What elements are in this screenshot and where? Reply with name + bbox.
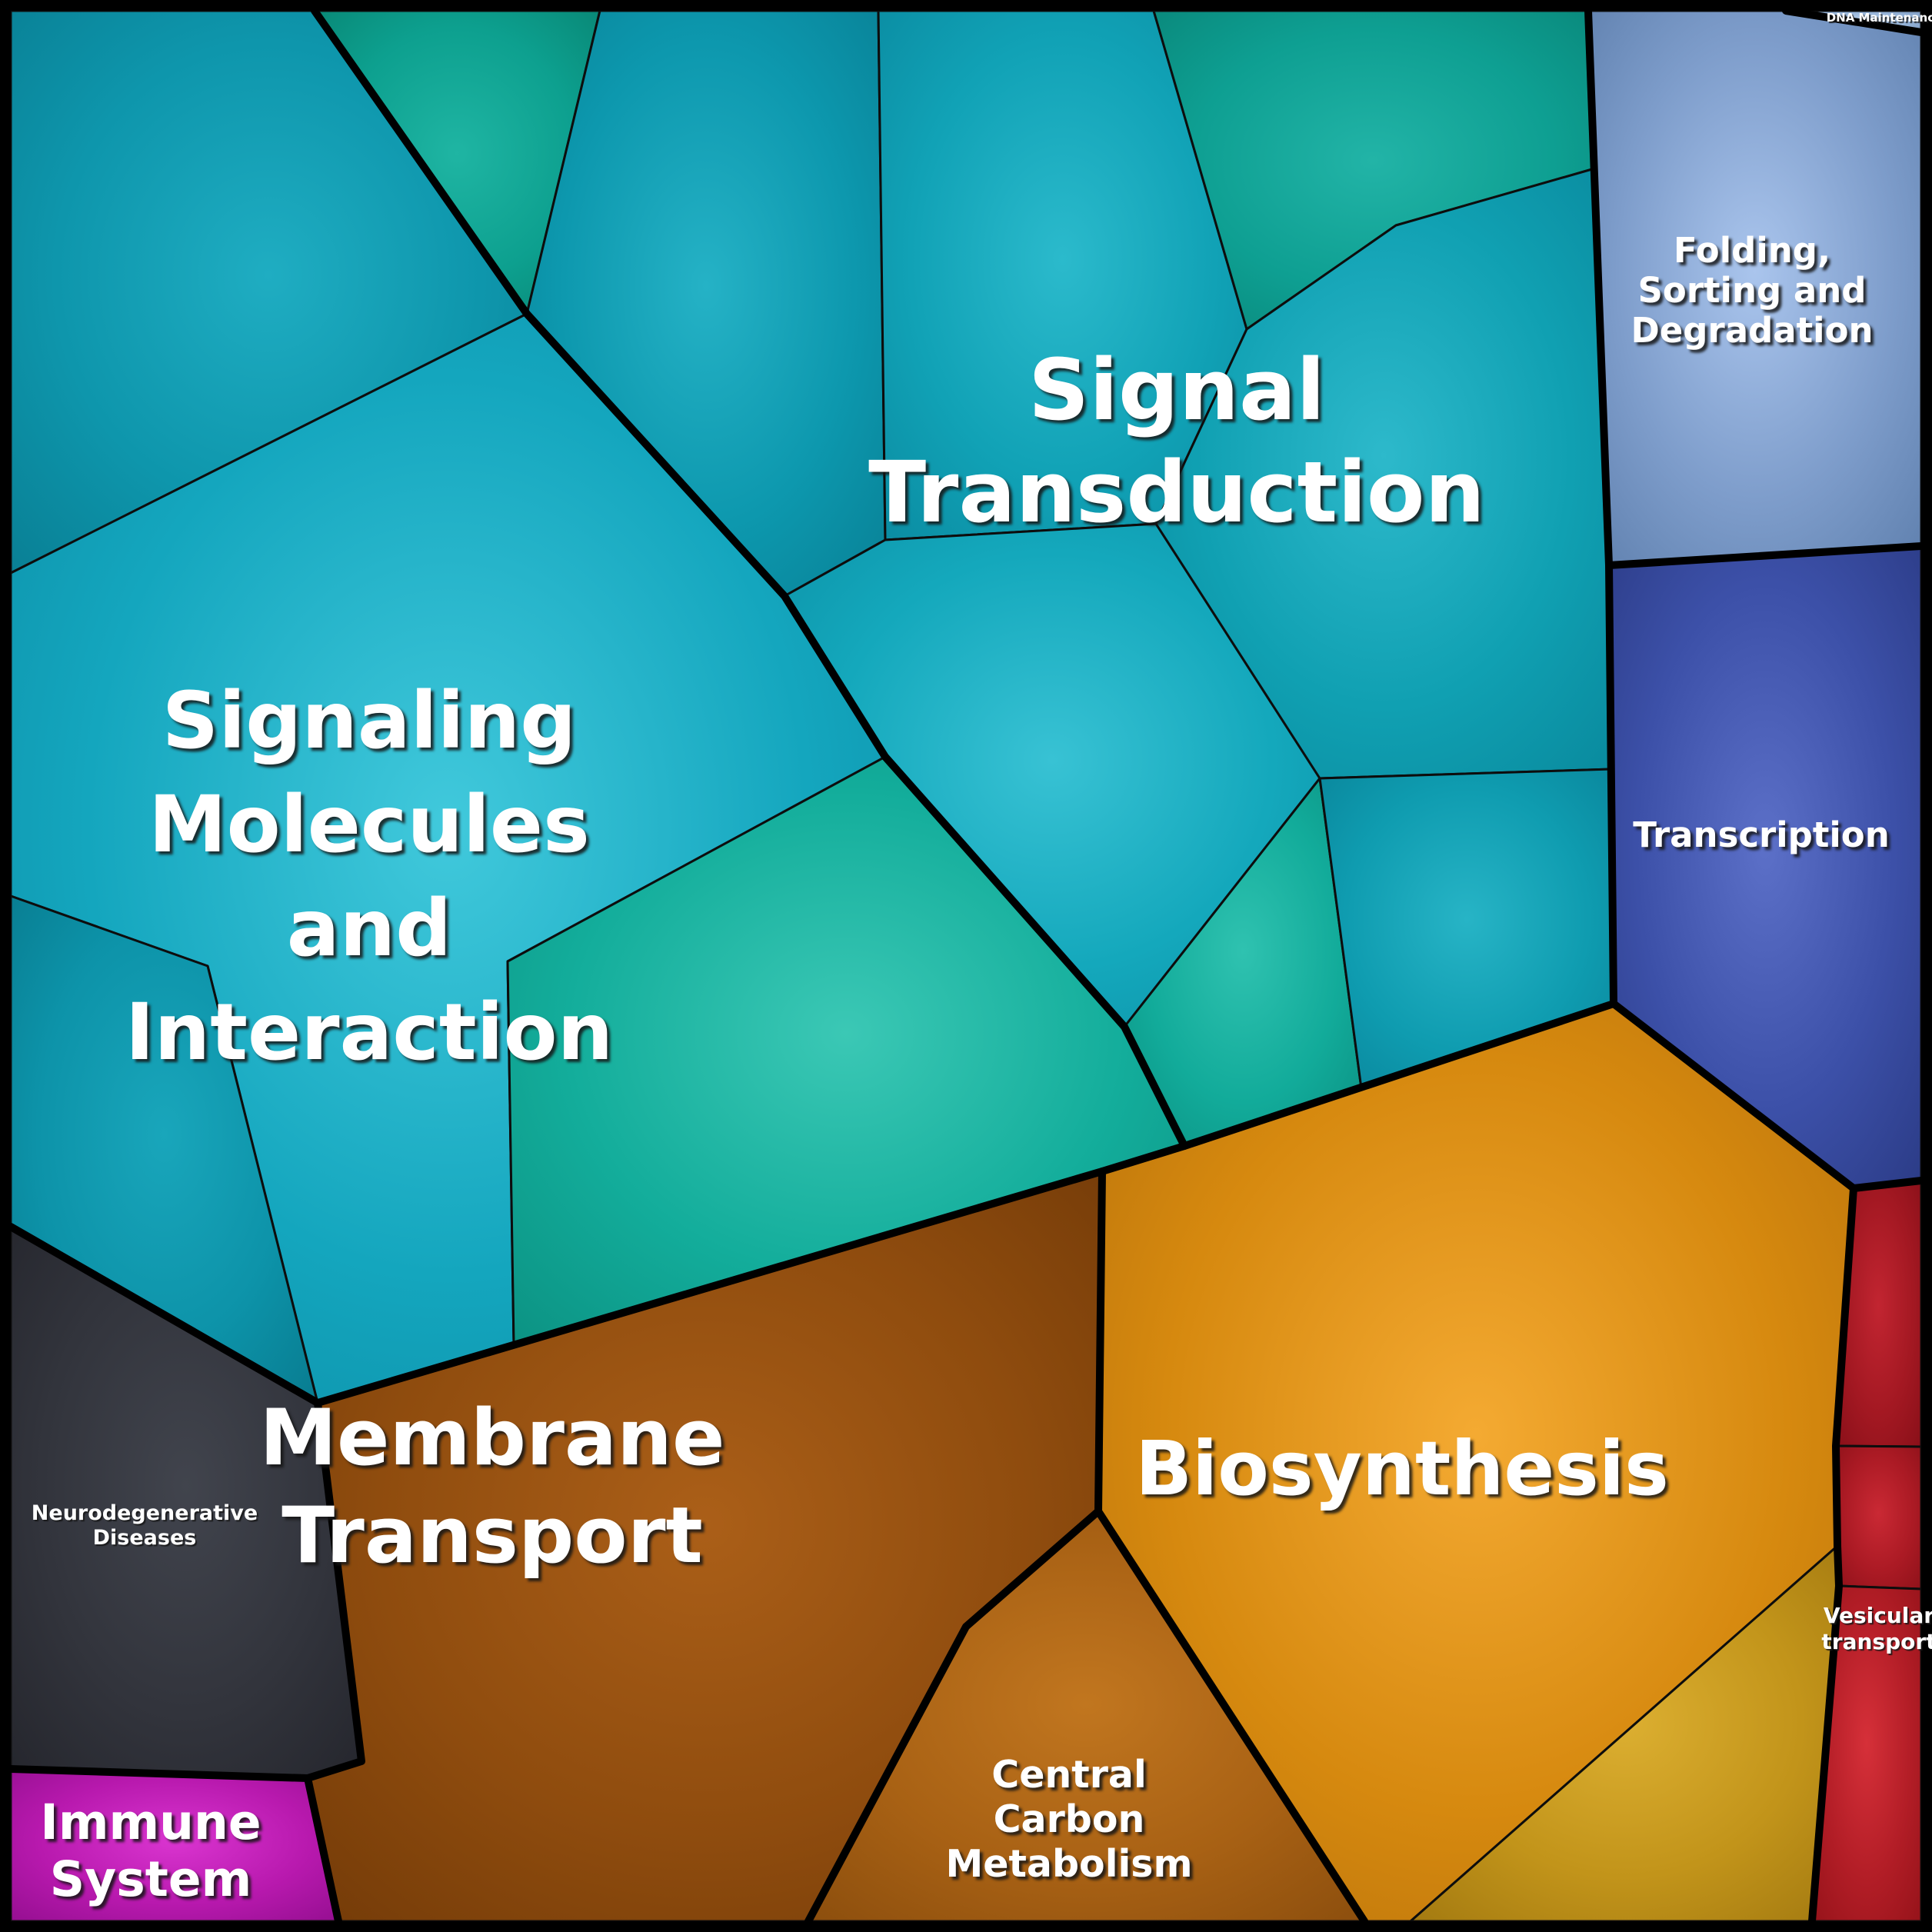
- region-label-central-carbon-metabolism: Carbon: [994, 1797, 1145, 1841]
- group-border: [311, 7, 1188, 1150]
- region-label-signaling-molecules-and-interaction: and: [287, 883, 451, 974]
- region-label-signaling-molecules-and-interaction: Interaction: [125, 987, 614, 1078]
- region-label-membrane-transport: Membrane: [260, 1392, 725, 1483]
- region-label-transcription: Transcription: [1633, 814, 1890, 855]
- group-border: [1782, 7, 1925, 36]
- region-label-membrane-transport: Transport: [281, 1490, 703, 1581]
- region-label-signal-transduction: Signal: [1028, 341, 1325, 439]
- region-label-folding-sorting-and-degradation: Folding,: [1674, 230, 1830, 271]
- group-border: [304, 1399, 365, 1782]
- region-label-folding-sorting-and-degradation: Sorting and: [1638, 270, 1867, 311]
- region-label-biosynthesis: Biosynthesis: [1135, 1425, 1669, 1512]
- region-label-neurodegenerative-diseases: Neurodegenerative: [32, 1501, 258, 1525]
- group-border: [7, 1765, 342, 1925]
- region-label-immune-system: Immune: [40, 1794, 261, 1850]
- region-label-central-carbon-metabolism: Central: [991, 1753, 1147, 1797]
- region-label-immune-system: System: [50, 1851, 251, 1907]
- region-label-vesicular-transport: transport: [1821, 1629, 1932, 1654]
- group-border: [804, 1507, 1102, 1925]
- region-label-signaling-molecules-and-interaction: Molecules: [148, 779, 590, 871]
- region-label-vesicular-transport: Vesicular: [1824, 1603, 1932, 1628]
- group-border: [1808, 1184, 1857, 1925]
- region-label-dna-maintenance: DNA Maintenance: [1827, 11, 1932, 25]
- region-label-signal-transduction: Transduction: [868, 443, 1485, 541]
- region-label-signaling-molecules-and-interaction: Signaling: [162, 675, 576, 767]
- group-border: [1605, 542, 1925, 569]
- region-label-central-carbon-metabolism: Metabolism: [945, 1842, 1192, 1886]
- region-label-folding-sorting-and-degradation: Degradation: [1631, 310, 1873, 351]
- region-label-neurodegenerative-diseases: Diseases: [93, 1526, 197, 1550]
- region-cell-vesicular-transport-1: [1834, 1444, 1923, 1591]
